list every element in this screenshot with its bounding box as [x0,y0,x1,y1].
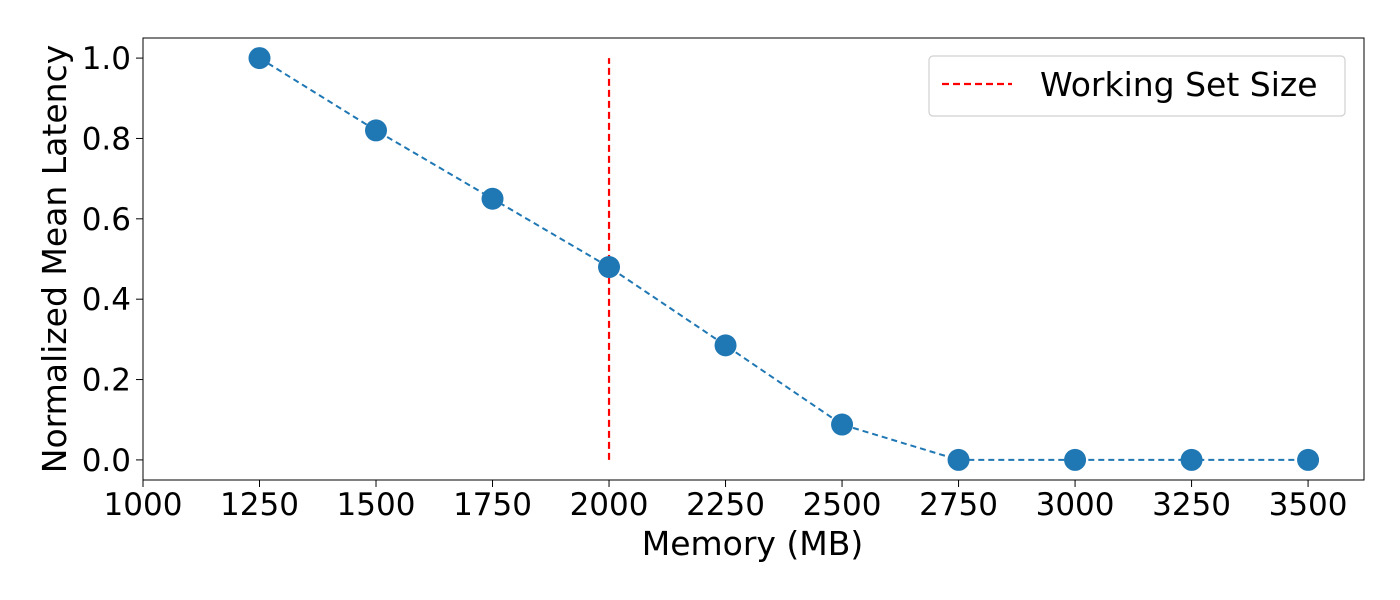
x-tick-label-2750: 2750 [919,487,998,523]
x-tick-label-1000: 1000 [104,487,183,523]
data-point-2000 [598,256,621,279]
x-axis-ticks: 1000 1250 1500 1750 2000 2250 2500 2750 3000 3250… [104,480,1348,523]
x-tick-label-1500: 1500 [337,487,416,523]
x-tick-label-1750: 1750 [453,487,532,523]
x-tick-label-3250: 3250 [1152,487,1231,523]
x-tick-label-3500: 3500 [1269,487,1348,523]
y-tick-label-0.6: 0.6 [82,202,131,238]
data-point-2750 [947,448,970,471]
x-tick-label-3000: 3000 [1036,487,1115,523]
y-tick-label-0.8: 0.8 [82,121,131,157]
data-point-1750 [481,187,504,210]
x-tick-label-2000: 2000 [570,487,649,523]
x-tick-label-2500: 2500 [803,487,882,523]
x-tick-label-2250: 2250 [686,487,765,523]
plot-frame [142,37,1365,481]
legend-label-working-set-size: Working Set Size [1040,65,1318,104]
legend-box [928,55,1346,117]
y-axis-ticks: 0.0 0.2 0.4 0.6 0.8 1.0 [82,41,143,479]
y-tick-label-0.4: 0.4 [82,282,131,318]
data-point-3000 [1064,448,1087,471]
x-axis-title: Memory (MB) [642,524,864,563]
data-point-2500 [831,413,854,436]
data-point-3500 [1297,448,1320,471]
series-points [248,47,1320,471]
x-tick-label-1250: 1250 [220,487,299,523]
legend: Working Set Size [928,55,1346,117]
y-tick-label-1.0: 1.0 [82,41,131,77]
data-point-2250 [714,334,737,357]
series-line-0 [258,57,1309,461]
y-axis-title: Normalized Mean Latency [35,45,74,473]
y-tick-label-0.0: 0.0 [82,443,131,479]
series-lines [258,57,1309,461]
data-point-3250 [1180,448,1203,471]
data-point-1500 [365,119,388,142]
data-point-1250 [248,47,271,70]
y-tick-label-0.2: 0.2 [82,363,131,399]
